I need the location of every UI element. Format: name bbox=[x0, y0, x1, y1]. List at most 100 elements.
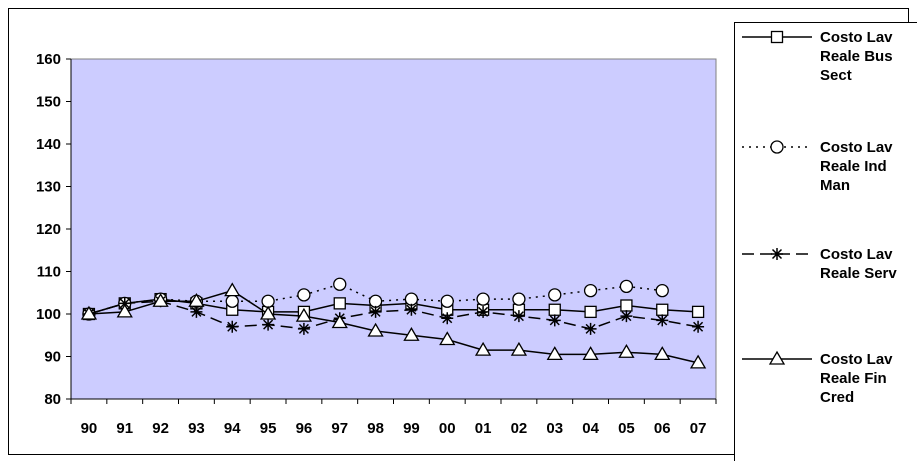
data-point-star bbox=[548, 314, 561, 327]
legend-label-line: Cred bbox=[820, 389, 854, 406]
data-point-star bbox=[297, 322, 310, 335]
x-tick-label: 05 bbox=[618, 420, 635, 437]
data-point-triangle bbox=[116, 303, 133, 318]
x-tick-label: 92 bbox=[152, 420, 169, 437]
legend-label-line: Man bbox=[820, 177, 850, 194]
data-point-triangle bbox=[439, 331, 456, 346]
data-point-star bbox=[190, 305, 203, 318]
legend-marker-square bbox=[770, 30, 784, 44]
x-tick-label: 06 bbox=[654, 420, 671, 437]
data-point-triangle bbox=[295, 307, 313, 322]
data-point-circle bbox=[476, 292, 490, 306]
data-point-circle bbox=[440, 294, 454, 308]
x-tick-label: 95 bbox=[260, 420, 277, 437]
y-tick-label: 80 bbox=[44, 391, 61, 408]
x-tick-label: 91 bbox=[116, 420, 133, 437]
y-tick-label: 140 bbox=[36, 136, 61, 153]
data-point-star bbox=[226, 320, 239, 333]
x-tick-label: 97 bbox=[331, 420, 348, 437]
data-point-square bbox=[691, 305, 705, 319]
data-point-triangle bbox=[654, 346, 671, 361]
legend-label: Costo Lav Reale Bus Sect bbox=[820, 29, 893, 84]
series-line-triangle bbox=[88, 289, 699, 364]
x-tick-label: 94 bbox=[224, 420, 241, 437]
data-point-circle bbox=[583, 283, 598, 298]
data-point-triangle bbox=[259, 305, 277, 320]
data-point-square bbox=[656, 303, 669, 316]
y-tick-label: 160 bbox=[36, 51, 61, 68]
data-point-star bbox=[118, 297, 131, 310]
x-tick-label: 02 bbox=[511, 420, 528, 437]
legend-label-line: Costo Lav bbox=[820, 246, 893, 263]
legend-label-line: Costo Lav bbox=[820, 139, 893, 156]
x-tick-label: 03 bbox=[546, 420, 563, 437]
data-point-triangle bbox=[510, 341, 528, 356]
y-tick-label: 90 bbox=[44, 349, 61, 366]
legend-marker-star bbox=[771, 248, 783, 260]
plot-area bbox=[70, 58, 717, 400]
x-tick-label: 96 bbox=[296, 420, 313, 437]
data-point-square bbox=[548, 303, 561, 316]
data-point-triangle bbox=[367, 322, 384, 337]
data-point-star bbox=[262, 318, 275, 331]
legend-label-line: Costo Lav bbox=[820, 29, 893, 46]
data-point-star bbox=[656, 314, 669, 327]
legend-label-line: Reale Bus bbox=[820, 48, 893, 65]
legend-label-line: Reale Ind bbox=[820, 158, 887, 175]
x-tick-label: 07 bbox=[690, 420, 707, 437]
y-tick-label: 150 bbox=[36, 94, 61, 111]
data-point-circle bbox=[512, 292, 526, 306]
data-point-circle bbox=[333, 277, 347, 291]
legend-label: Costo Lav Reale Serv bbox=[820, 246, 897, 282]
data-point-star bbox=[692, 320, 705, 333]
data-point-triangle bbox=[403, 326, 420, 341]
data-point-triangle bbox=[474, 341, 492, 356]
legend-marker-triangle bbox=[768, 350, 786, 365]
data-point-triangle bbox=[618, 343, 635, 358]
x-tick-label: 99 bbox=[403, 420, 420, 437]
data-point-triangle bbox=[80, 305, 98, 320]
data-point-triangle bbox=[188, 292, 205, 307]
legend-label-line: Costo Lav bbox=[820, 351, 893, 368]
data-point-circle bbox=[655, 283, 669, 298]
legend-label: Costo Lav Reale Fin Cred bbox=[820, 351, 893, 406]
data-point-triangle bbox=[152, 292, 169, 307]
legend-marker-circle bbox=[770, 140, 784, 154]
data-point-circle bbox=[225, 294, 239, 308]
x-tick-label: 04 bbox=[582, 420, 599, 437]
y-tick-label: 130 bbox=[36, 179, 61, 196]
data-point-star bbox=[405, 303, 418, 316]
x-tick-label: 98 bbox=[367, 420, 384, 437]
legend-label-line: Reale Serv bbox=[820, 265, 897, 282]
x-tick-label: 93 bbox=[188, 420, 205, 437]
data-point-triangle bbox=[582, 346, 599, 361]
legend-label-line: Reale Fin bbox=[820, 370, 887, 387]
data-point-circle bbox=[548, 288, 562, 302]
data-point-star bbox=[512, 310, 525, 323]
data-point-square bbox=[333, 297, 346, 310]
legend-box bbox=[734, 22, 917, 461]
data-point-triangle bbox=[224, 282, 241, 297]
data-point-triangle bbox=[546, 346, 563, 361]
x-tick-label: 01 bbox=[475, 420, 492, 437]
data-point-circle bbox=[368, 294, 383, 308]
data-point-triangle bbox=[331, 314, 348, 329]
y-tick-label: 110 bbox=[37, 264, 61, 281]
legend-label: Costo Lav Reale Ind Man bbox=[820, 139, 893, 194]
data-point-circle bbox=[261, 294, 275, 308]
y-tick-label: 120 bbox=[36, 221, 61, 238]
data-point-star bbox=[441, 312, 454, 325]
y-tick-label: 100 bbox=[36, 306, 61, 323]
data-point-square bbox=[620, 299, 633, 312]
data-point-square bbox=[584, 305, 597, 319]
x-tick-label: 00 bbox=[439, 420, 456, 437]
data-point-star bbox=[477, 305, 490, 318]
data-point-star bbox=[620, 310, 633, 323]
data-point-circle bbox=[404, 292, 419, 306]
data-point-circle bbox=[619, 279, 634, 294]
data-point-star bbox=[369, 305, 382, 318]
legend-label-line: Sect bbox=[820, 67, 852, 84]
data-point-circle bbox=[297, 288, 311, 302]
